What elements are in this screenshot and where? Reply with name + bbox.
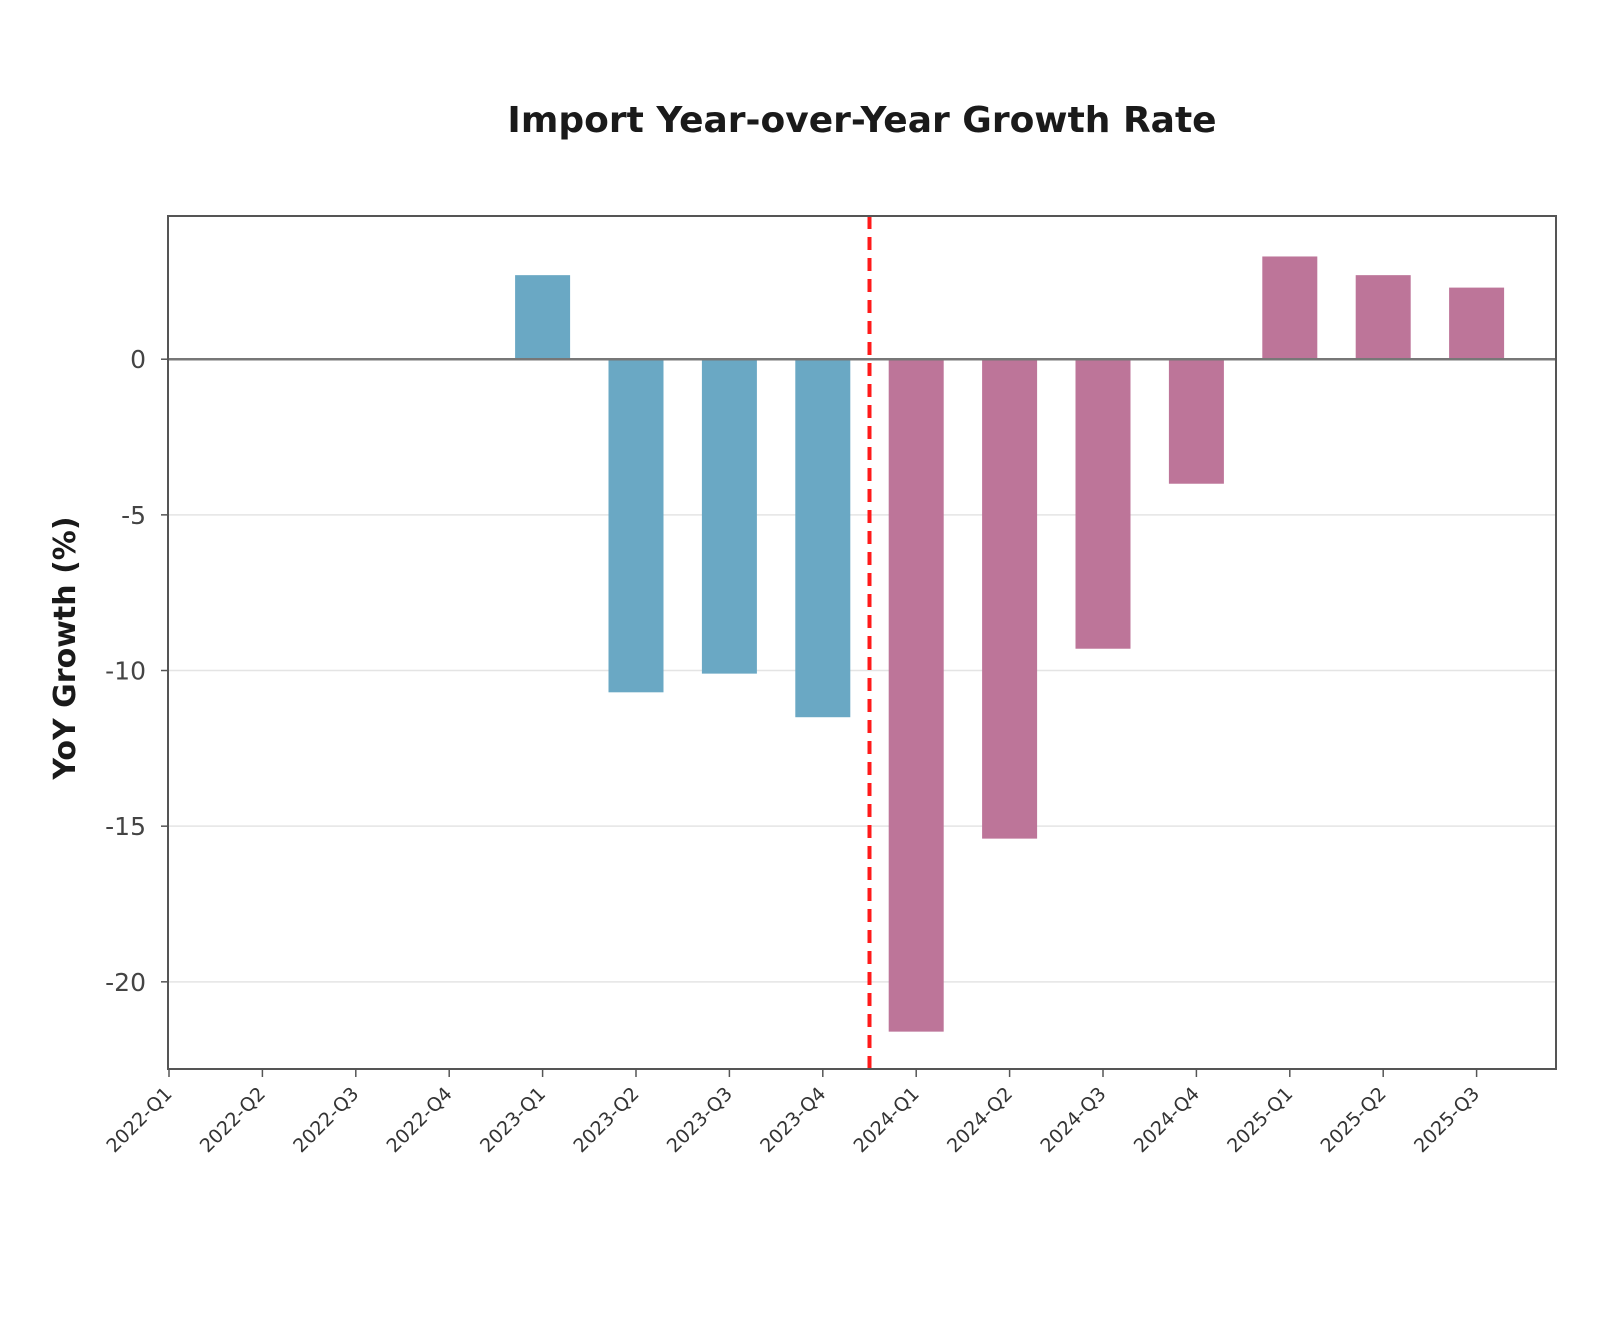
x-tick-label: 2025-Q3	[1410, 1083, 1484, 1157]
bar-2024-Q3	[1075, 359, 1131, 649]
bar-2023-Q4	[795, 359, 851, 718]
x-tick-label: 2024-Q1	[850, 1083, 924, 1157]
plot-frame	[167, 215, 1557, 1070]
y-tick-label: -5	[121, 501, 146, 530]
y-axis-ticks: 0 -5 -10 -15 -20	[105, 345, 168, 997]
x-axis-ticks: 2022-Q1 2022-Q2 2022-Q3 2022-Q4 2023-Q1 2023-…	[102, 1069, 1484, 1157]
x-tick-label: 2022-Q2	[196, 1083, 270, 1157]
bar-2023-Q1	[515, 275, 571, 360]
y-tick-label: -20	[105, 968, 146, 997]
x-tick-label: 2022-Q1	[102, 1083, 176, 1157]
x-tick-label: 2023-Q2	[569, 1083, 643, 1157]
x-tick-label: 2024-Q4	[1130, 1083, 1204, 1157]
bar-2025-Q2	[1355, 275, 1411, 360]
x-tick-label: 2023-Q4	[756, 1083, 830, 1157]
bars	[515, 256, 1505, 1032]
x-tick-label: 2024-Q2	[943, 1083, 1017, 1157]
x-tick-label: 2025-Q2	[1317, 1083, 1391, 1157]
y-tick-label: -10	[105, 657, 146, 686]
x-tick-label: 2025-Q1	[1223, 1083, 1297, 1157]
chart-title: Import Year-over-Year Growth Rate	[507, 100, 1216, 141]
x-tick-label: 2022-Q4	[383, 1083, 457, 1157]
y-axis-label: YoY Growth (%)	[48, 516, 83, 780]
x-tick-label: 2023-Q3	[663, 1083, 737, 1157]
bar-2024-Q2	[982, 359, 1038, 839]
x-tick-label: 2023-Q1	[476, 1083, 550, 1157]
y-tick-label: 0	[130, 345, 146, 374]
bar-2023-Q3	[701, 359, 757, 674]
x-tick-label: 2024-Q3	[1036, 1083, 1110, 1157]
bar-2025-Q1	[1262, 256, 1318, 360]
gridlines	[168, 514, 1556, 983]
bar-2024-Q4	[1168, 359, 1224, 484]
bar-2024-Q1	[888, 359, 944, 1032]
bar-2025-Q3	[1449, 287, 1505, 360]
x-tick-label: 2022-Q3	[289, 1083, 363, 1157]
y-tick-label: -15	[105, 812, 146, 841]
bar-2023-Q2	[608, 359, 664, 693]
